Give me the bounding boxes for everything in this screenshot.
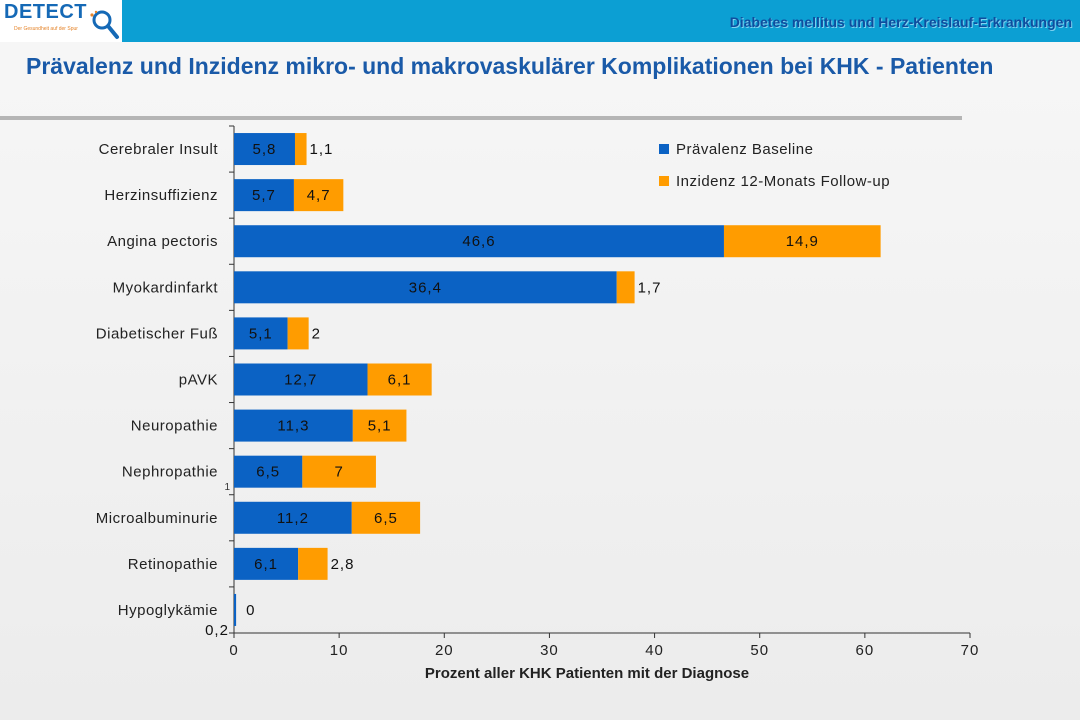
data-label: 11,2 <box>277 510 309 527</box>
title-divider <box>0 116 962 120</box>
data-label: 4,7 <box>307 187 331 204</box>
bar-inzidenz <box>616 271 635 304</box>
bar-praevalenz <box>234 179 294 212</box>
bar-praevalenz <box>234 593 237 626</box>
x-axis-label: Prozent aller KHK Patienten mit der Diag… <box>425 665 749 682</box>
data-label: 1,1 <box>310 141 334 158</box>
data-label: 1,7 <box>638 279 662 296</box>
x-tick-label: 0 <box>229 642 238 659</box>
data-label: 11,3 <box>277 418 309 435</box>
logo: DETECT Der Gesundheit auf der Spur <box>0 0 122 42</box>
category-label: Hypoglykämie <box>118 602 218 619</box>
data-label: 14,9 <box>786 233 819 250</box>
category-label: Angina pectoris <box>107 233 218 250</box>
bar-praevalenz <box>234 455 303 488</box>
x-tick-label: 30 <box>540 642 559 659</box>
category-label: Neuropathie <box>131 418 218 435</box>
bar-praevalenz <box>234 317 288 350</box>
x-tick-label: 10 <box>330 642 349 659</box>
bar-inzidenz <box>302 455 376 488</box>
axis-mark: 1 <box>224 482 230 493</box>
bar-praevalenz <box>234 409 353 442</box>
category-label: pAVK <box>179 372 218 389</box>
category-label: Diabetischer Fuß <box>96 325 218 342</box>
bar-praevalenz <box>234 501 352 534</box>
data-label: 36,4 <box>409 279 442 296</box>
data-label: 5,1 <box>249 325 273 342</box>
data-label: 5,1 <box>368 418 392 435</box>
data-label: 7 <box>334 464 343 481</box>
data-label: 5,8 <box>253 141 277 158</box>
data-label: 2 <box>312 325 321 342</box>
bar-praevalenz <box>234 271 617 304</box>
x-tick-label: 20 <box>435 642 454 659</box>
bar-inzidenz <box>367 363 432 396</box>
top-banner: DETECT Der Gesundheit auf der Spur Diabe… <box>0 0 1080 42</box>
logo-text: DETECT <box>4 1 87 23</box>
magnifier-icon <box>90 10 119 39</box>
bar-inzidenz <box>293 179 344 212</box>
bar-inzidenz <box>352 409 407 442</box>
bar-praevalenz <box>234 225 724 258</box>
category-label: Myokardinfarkt <box>113 279 219 296</box>
category-label: Cerebraler Insult <box>99 141 219 158</box>
bar-inzidenz <box>351 501 421 534</box>
x-tick-label: 40 <box>645 642 664 659</box>
data-label: 0,2 <box>205 622 229 639</box>
x-tick-label: 60 <box>856 642 875 659</box>
bar-inzidenz <box>287 317 309 350</box>
category-label: Microalbuminurie <box>96 510 218 527</box>
bar-inzidenz <box>723 225 881 258</box>
data-label: 2,8 <box>331 556 355 573</box>
x-tick-label: 50 <box>750 642 769 659</box>
category-label: Herzinsuffizienz <box>104 187 218 204</box>
bar-inzidenz <box>298 547 328 580</box>
x-tick-label: 70 <box>961 642 980 659</box>
data-label: 12,7 <box>284 372 317 389</box>
legend-label: Prävalenz Baseline <box>676 141 813 158</box>
data-label: 0 <box>246 602 255 619</box>
data-label: 6,5 <box>374 510 398 527</box>
legend-label: Inzidenz 12-Monats Follow-up <box>676 173 890 190</box>
data-label: 6,5 <box>256 464 280 481</box>
legend-swatch <box>659 176 669 186</box>
legend-swatch <box>659 144 669 154</box>
data-label: 46,6 <box>462 233 495 250</box>
bar-praevalenz <box>234 547 299 580</box>
logo-tagline: Der Gesundheit auf der Spur <box>14 26 78 32</box>
bar-praevalenz <box>234 133 295 166</box>
bar-inzidenz <box>294 133 307 166</box>
data-label: 5,7 <box>252 187 276 204</box>
slide-title: Prävalenz und Inzidenz mikro- und makrov… <box>26 53 994 79</box>
category-label: Nephropathie <box>122 464 218 481</box>
topic-label: Diabetes mellitus und Herz-Kreislauf-Erk… <box>729 14 1072 30</box>
data-label: 6,1 <box>254 556 278 573</box>
data-label: 6,1 <box>388 372 412 389</box>
bar-praevalenz <box>234 363 368 396</box>
category-label: Retinopathie <box>128 556 218 573</box>
